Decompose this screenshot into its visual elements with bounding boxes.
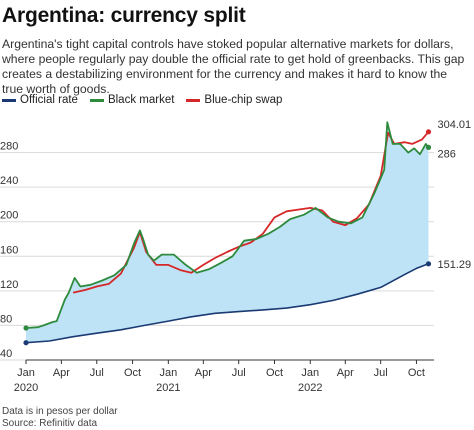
x-tick-label: Jan (159, 367, 177, 379)
series-end-dot-black (425, 144, 432, 150)
line-chart: 40 80 120 160 200 240 280 Jan 2020 Apr Jul Oct Jan 20… (0, 119, 472, 394)
legend-label-black: Black market (107, 94, 175, 106)
x-tick-year-label: 2020 (14, 382, 38, 394)
footnote-units: Data is in pesos per dollar (2, 406, 118, 417)
x-tick-label: Apr (337, 367, 354, 379)
chart-legend: Official rate Black market Blue-chip swa… (2, 94, 282, 106)
x-tick-label: Jan (301, 367, 319, 379)
series-end-label-official: 151.29 (438, 259, 472, 271)
x-tick-label: Jul (232, 367, 246, 379)
y-tick-label: 240 (0, 175, 18, 187)
y-tick-label: 160 (0, 244, 18, 256)
y-tick-label: 280 (0, 141, 18, 153)
series-line-official (25, 263, 429, 344)
x-tick-label: Oct (124, 367, 141, 379)
legend-label-bluechip: Blue-chip swap (204, 94, 283, 106)
series-start-dot-official (23, 340, 29, 346)
x-tick-year-label: 2021 (156, 382, 180, 394)
legend-swatch-official (2, 98, 16, 102)
gap-area (26, 122, 429, 343)
series-start-dot-black (23, 325, 29, 331)
x-tick-year-label: 2022 (298, 382, 322, 394)
y-tick-label: 120 (0, 279, 18, 291)
legend-swatch-bluechip (186, 98, 201, 102)
x-tick-label: Apr (53, 367, 70, 379)
x-tick-label: Jul (374, 367, 388, 379)
y-tick-label: 40 (0, 348, 12, 360)
legend-item-official: Official rate (2, 94, 78, 106)
x-tick-label: Oct (266, 367, 283, 379)
y-tick-label: 80 (0, 313, 12, 325)
legend-item-bluechip: Blue-chip swap (186, 94, 282, 106)
x-tick-label: Oct (408, 367, 425, 379)
series-end-label-black: 286 (438, 148, 456, 160)
chart-title: Argentina: currency split (2, 4, 246, 27)
legend-label-official: Official rate (20, 94, 78, 106)
series-line-black (25, 121, 430, 329)
series-end-label-bluechip: 304.01 (438, 119, 472, 131)
series-end-dot-official (425, 261, 432, 267)
footnote-source: Source: Refinitiv data (2, 418, 98, 429)
chart-subtitle: Argentina's tight capital controls have … (2, 37, 465, 96)
series-end-dot-bluechip (425, 129, 432, 135)
y-tick-label: 200 (0, 210, 18, 222)
x-tick-label: Jul (90, 367, 104, 379)
x-tick-label: Apr (195, 367, 212, 379)
legend-swatch-black (89, 98, 104, 102)
x-tick-label: Jan (17, 367, 35, 379)
legend-item-black: Black market (89, 94, 175, 106)
